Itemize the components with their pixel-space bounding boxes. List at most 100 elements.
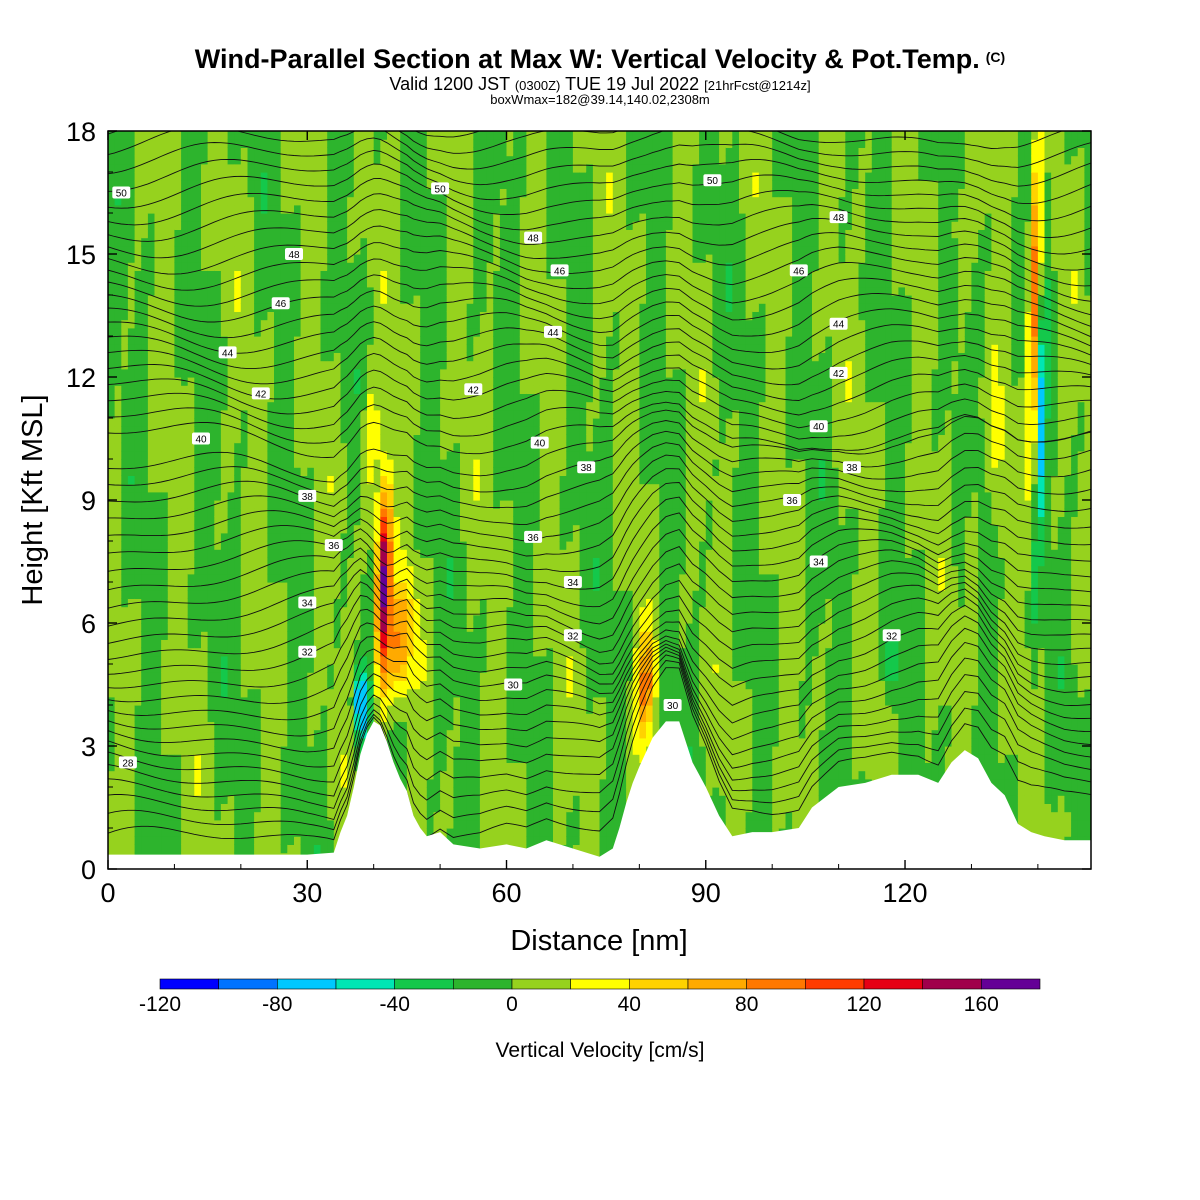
- field-cell: [287, 311, 295, 321]
- field-cell: [121, 729, 129, 739]
- field-cell: [201, 582, 209, 591]
- field-cell: [373, 426, 381, 435]
- field-cell: [446, 221, 454, 230]
- field-cell: [393, 311, 401, 321]
- field-cell: [340, 672, 348, 681]
- field-cell: [147, 180, 156, 189]
- field-cell: [426, 286, 434, 296]
- field-cell: [108, 221, 116, 230]
- field-cell: [340, 623, 348, 632]
- field-cell: [247, 262, 255, 271]
- field-cell: [181, 606, 189, 616]
- field-cell: [466, 237, 474, 247]
- field-cell: [147, 409, 156, 419]
- field-cell: [400, 729, 408, 739]
- field-cell: [134, 828, 142, 837]
- field-cell: [460, 778, 468, 788]
- field-cell: [426, 787, 434, 796]
- field-cell: [340, 631, 348, 640]
- field-cell: [240, 491, 248, 501]
- field-cell: [194, 623, 202, 632]
- field-cell: [347, 377, 355, 386]
- field-cell: [406, 254, 415, 263]
- field-cell: [260, 237, 268, 247]
- field-cell: [201, 770, 209, 780]
- field-cell: [161, 828, 169, 837]
- field-cell: [347, 737, 355, 747]
- field-cell: [154, 565, 162, 575]
- field-cell: [307, 254, 315, 263]
- field-cell: [274, 672, 282, 681]
- field-cell: [114, 409, 122, 419]
- field-cell: [294, 418, 302, 427]
- field-cell: [367, 204, 375, 214]
- field-cell: [174, 565, 182, 575]
- field-cell: [181, 262, 189, 271]
- field-cell: [274, 139, 282, 148]
- field-cell: [227, 549, 235, 558]
- field-cell: [154, 655, 162, 665]
- field-cell: [393, 500, 401, 509]
- field-cell: [353, 147, 361, 157]
- field-cell: [127, 491, 136, 501]
- field-cell: [406, 377, 415, 386]
- field-cell: [313, 360, 322, 370]
- field-cell: [353, 237, 361, 247]
- field-cell: [373, 434, 381, 444]
- field-cell: [234, 532, 242, 542]
- field-cell: [446, 836, 454, 845]
- field-cell: [254, 532, 262, 542]
- field-cell: [260, 737, 268, 747]
- field-cell: [187, 295, 195, 304]
- field-cell: [420, 131, 428, 140]
- field-cell: [453, 541, 461, 550]
- field-cell: [373, 172, 381, 181]
- field-cell: [287, 795, 295, 804]
- field-cell: [420, 828, 428, 837]
- field-cell: [420, 811, 428, 821]
- field-cell: [307, 188, 315, 198]
- box-info: boxWmax=182@39.14,140.02,2308m: [490, 92, 710, 107]
- field-cell: [313, 245, 322, 255]
- field-cell: [433, 475, 441, 485]
- field-cell: [446, 729, 454, 739]
- field-cell: [340, 532, 348, 542]
- field-cell: [114, 459, 122, 468]
- field-cell: [280, 401, 288, 411]
- field-cell: [393, 614, 401, 624]
- field-cell: [393, 336, 401, 345]
- field-cell: [154, 500, 162, 509]
- field-cell: [460, 344, 468, 353]
- field-cell: [360, 500, 368, 509]
- field-cell: [313, 639, 322, 649]
- field-cell: [274, 819, 282, 829]
- field-cell: [267, 770, 275, 780]
- field-cell: [406, 647, 415, 657]
- field-cell: [294, 409, 302, 419]
- field-cell: [247, 828, 255, 837]
- field-cell: [154, 221, 162, 230]
- field-cell: [260, 754, 268, 763]
- field-cell: [387, 278, 395, 288]
- field-cell: [227, 311, 235, 321]
- field-cell: [367, 155, 375, 165]
- field-cell: [280, 139, 288, 148]
- field-cell: [433, 483, 441, 493]
- field-cell: [267, 516, 275, 526]
- field-cell: [174, 844, 182, 854]
- field-cell: [274, 237, 282, 247]
- field-cell: [274, 352, 282, 362]
- field-cell: [353, 737, 361, 747]
- field-cell: [220, 434, 229, 444]
- field-cell: [333, 426, 341, 435]
- field-cell: [108, 213, 116, 222]
- field-cell: [313, 270, 322, 280]
- field-cell: [287, 139, 295, 148]
- field-cell: [201, 680, 209, 690]
- field-cell: [114, 680, 122, 690]
- field-cell: [201, 237, 209, 247]
- field-cell: [313, 188, 322, 198]
- field-cell: [254, 746, 262, 755]
- field-cell: [187, 368, 195, 378]
- field-cell: [333, 549, 341, 558]
